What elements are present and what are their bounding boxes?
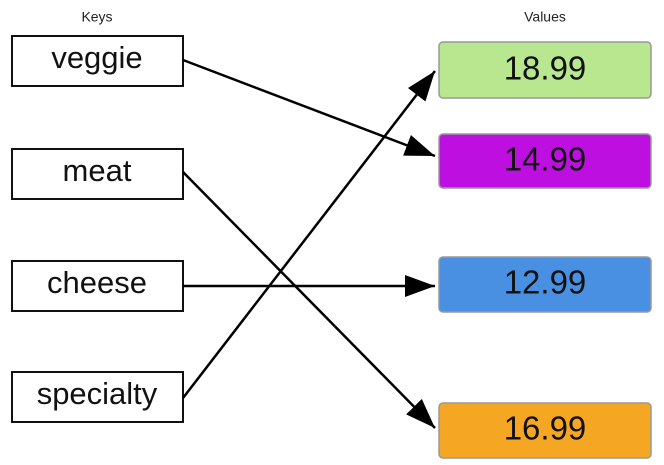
arrow <box>182 58 436 158</box>
value-label: 12.99 <box>504 264 587 301</box>
value-box <box>438 133 652 189</box>
key-label: meat <box>63 153 132 188</box>
keys-header: Keys <box>81 9 112 25</box>
value-box <box>438 41 652 99</box>
value-label: 14.99 <box>504 141 587 178</box>
key-box <box>11 35 184 87</box>
arrow <box>182 171 436 429</box>
key-box <box>11 148 184 200</box>
key-label: cheese <box>47 265 147 300</box>
value-box <box>438 402 652 459</box>
value-label: 18.99 <box>504 50 587 87</box>
value-label: 16.99 <box>504 410 587 447</box>
arrow <box>182 70 436 399</box>
key-label: veggie <box>51 40 142 75</box>
key-box <box>11 260 184 312</box>
values-header: Values <box>524 9 566 25</box>
key-label: specialty <box>37 376 158 411</box>
value-box <box>438 256 652 313</box>
